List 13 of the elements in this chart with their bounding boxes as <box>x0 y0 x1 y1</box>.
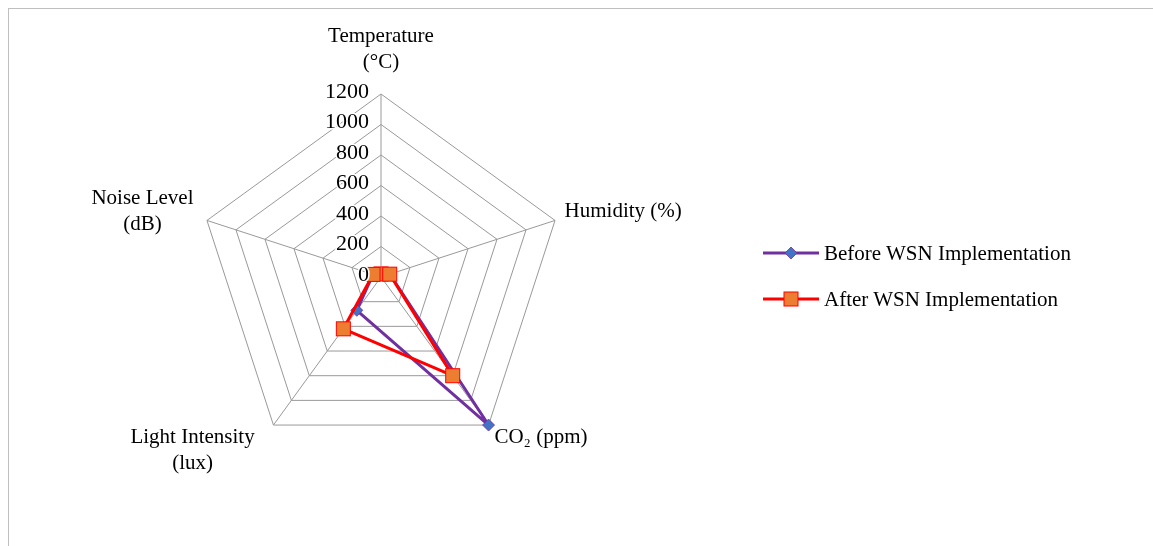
spoke-label: Light Intensity (lux) <box>130 424 256 475</box>
spoke-label: Humidity (%) <box>564 198 682 223</box>
legend-label: After WSN Implementation <box>824 287 1059 312</box>
y-tick-label: 1000 <box>325 108 369 134</box>
spoke-label: CO₂ (ppm) <box>494 424 588 449</box>
legend-label: Before WSN Implementation <box>824 241 1072 266</box>
y-tick-label: 1200 <box>325 77 369 103</box>
spoke-label: Noise Level (dB) <box>91 185 194 236</box>
y-tick-label: 800 <box>336 138 369 164</box>
spoke-label: Temperature (°C) <box>328 23 434 73</box>
y-tick-label: 600 <box>336 169 369 195</box>
y-tick-label: 200 <box>336 230 369 256</box>
y-tick-label: 400 <box>336 199 369 225</box>
